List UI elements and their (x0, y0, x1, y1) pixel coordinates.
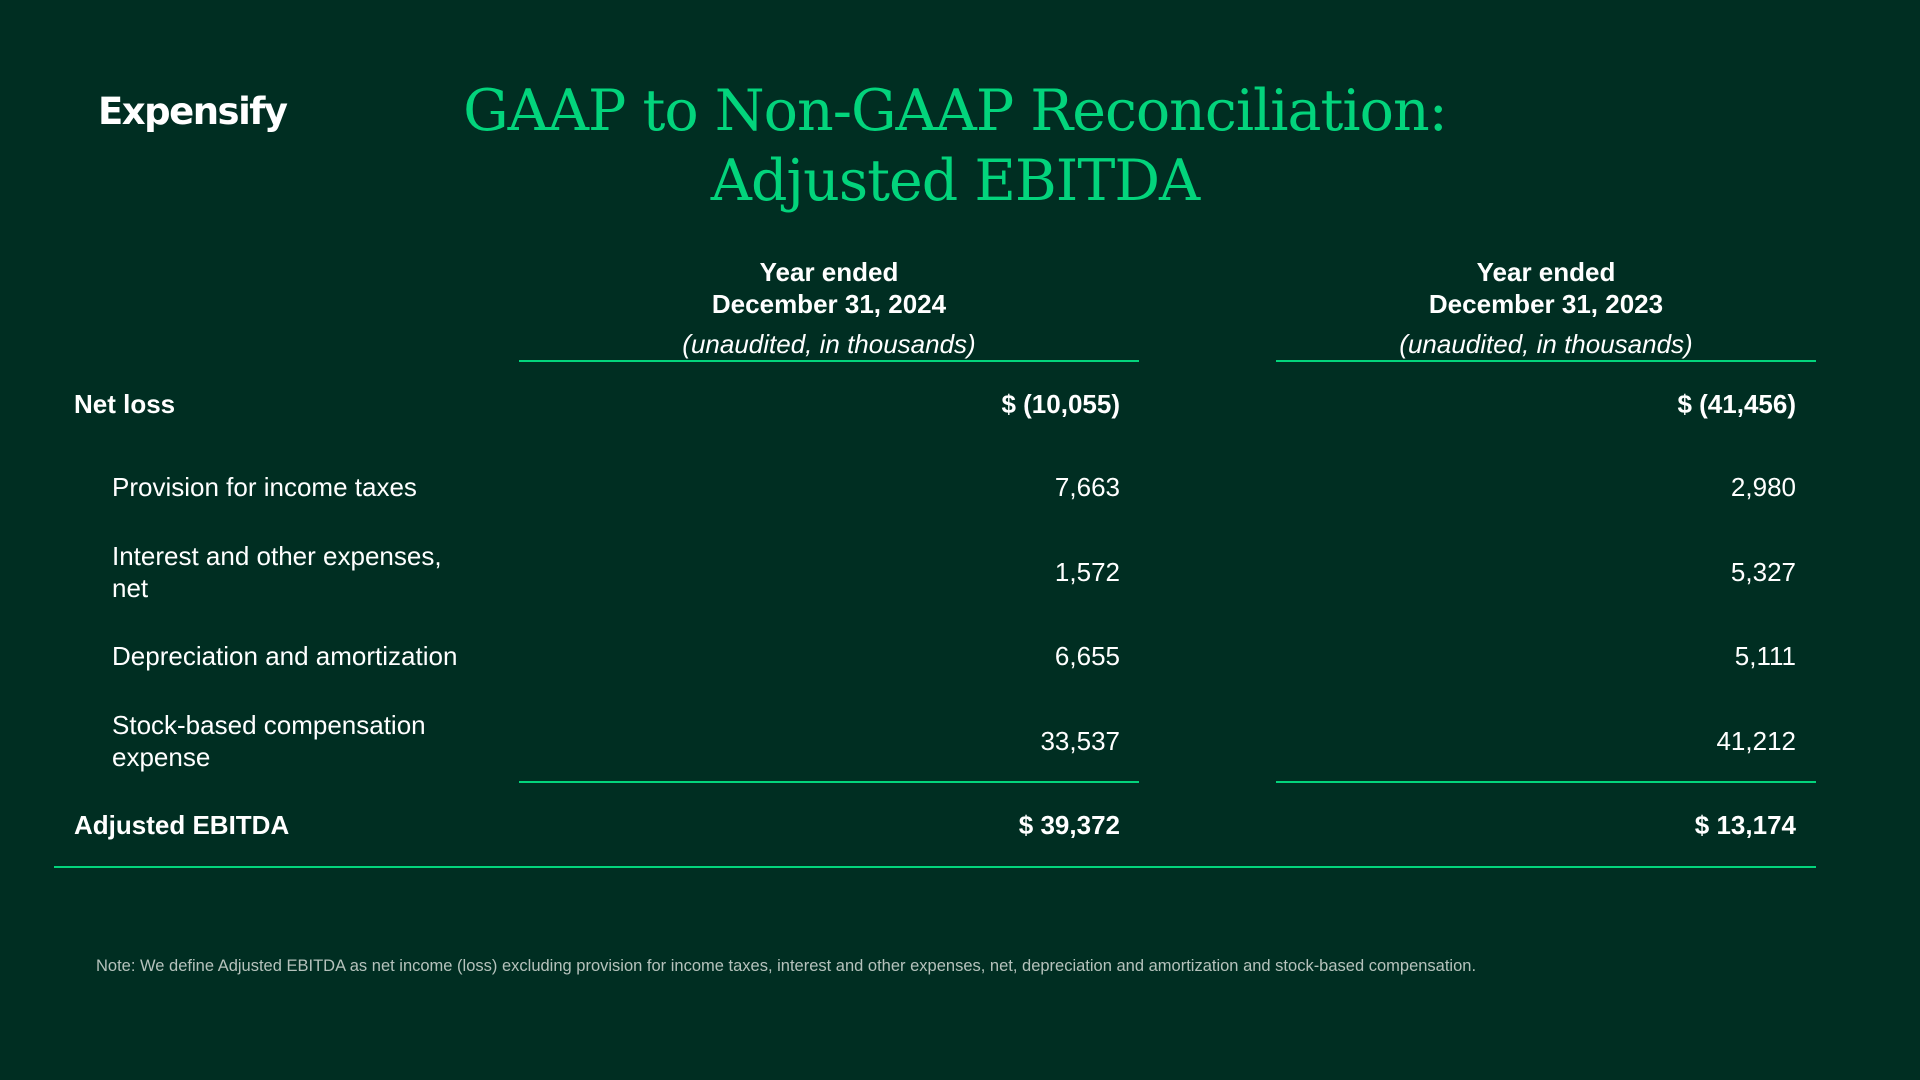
row-label-depreciation-amortization: Depreciation and amortization (112, 641, 458, 671)
expensify-logo: Expensify (98, 90, 288, 133)
subtotal-rule-2023 (1276, 781, 1816, 783)
column-header-2023-line-2: December 31, 2023 (1428, 289, 1664, 319)
title-line-1: GAAP to Non-GAAP Reconciliation: (463, 78, 1448, 144)
row-label-interest-other-expenses: Interest and other expenses, net (112, 540, 512, 604)
column-header-2023: Year ended December 31, 2023 (1276, 256, 1816, 320)
table-bottom-rule (54, 866, 1816, 868)
column-header-2023-line-1: Year ended (1476, 257, 1616, 287)
value-depreciation-amortization-2023: 5,111 (1734, 641, 1796, 671)
value-provision-income-taxes-2024: 7,663 (1054, 472, 1120, 502)
title-line-2: Adjusted EBITDA (710, 148, 1200, 214)
row-label-stock-line-1: Stock-based compensation (112, 710, 426, 740)
value-net-loss-2024: $ (10,055) (1001, 389, 1120, 419)
value-provision-income-taxes-2023: 2,980 (1730, 472, 1796, 502)
row-label-stock-based-compensation: Stock-based compensation expense (112, 709, 512, 773)
column-subheader-2023: (unaudited, in thousands) (1399, 329, 1693, 359)
value-net-loss-2023: $ (41,456) (1677, 389, 1796, 419)
column-header-2024-line-2: December 31, 2024 (711, 289, 947, 319)
footnote: Note: We define Adjusted EBITDA as net i… (96, 957, 1477, 975)
column-header-2024-line-1: Year ended (759, 257, 899, 287)
row-label-adjusted-ebitda: Adjusted EBITDA (74, 810, 290, 840)
row-label-interest-line-1: Interest and other expenses, (112, 541, 442, 571)
page-title: GAAP to Non-GAAP Reconciliation: Adjuste… (440, 76, 1470, 216)
value-depreciation-amortization-2024: 6,655 (1054, 641, 1120, 671)
header-rule-2024 (519, 360, 1139, 362)
value-stock-based-compensation-2023: 41,212 (1716, 726, 1796, 756)
row-label-stock-line-2: expense (112, 742, 211, 772)
value-interest-other-expenses-2023: 5,327 (1730, 557, 1796, 587)
row-label-interest-line-2: net (112, 573, 149, 603)
value-stock-based-compensation-2024: 33,537 (1040, 726, 1120, 756)
column-subheader-2024: (unaudited, in thousands) (682, 329, 976, 359)
subtotal-rule-2024 (519, 781, 1139, 783)
value-adjusted-ebitda-2023: $ 13,174 (1694, 810, 1796, 840)
header-rule-2023 (1276, 360, 1816, 362)
value-adjusted-ebitda-2024: $ 39,372 (1018, 810, 1120, 840)
value-interest-other-expenses-2024: 1,572 (1054, 557, 1120, 587)
row-label-net-loss: Net loss (74, 389, 176, 419)
row-label-provision-income-taxes: Provision for income taxes (112, 472, 417, 502)
column-header-2024: Year ended December 31, 2024 (519, 256, 1139, 320)
